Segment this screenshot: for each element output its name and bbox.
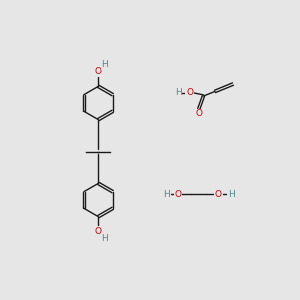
Text: O: O [95,227,102,236]
Text: O: O [215,190,222,199]
Text: H: H [228,190,235,199]
Text: H: H [175,88,182,97]
Text: O: O [175,190,182,199]
Text: H: H [101,60,108,69]
Text: O: O [186,88,193,97]
Text: H: H [163,190,170,199]
Text: H: H [101,234,108,243]
Text: O: O [195,109,202,118]
Text: O: O [95,67,102,76]
